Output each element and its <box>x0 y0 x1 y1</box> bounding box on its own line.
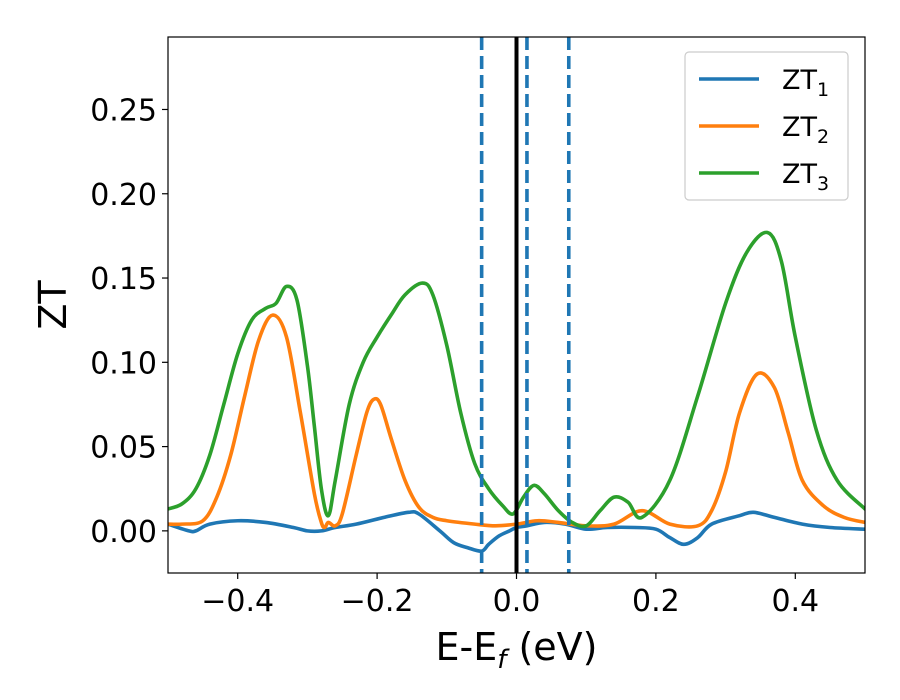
ticks-group: −0.4 −0.2 0.0 0.2 0.4 0.00 0.05 0.10 0.15 0.20 0.2… <box>90 93 819 619</box>
y-axis-label: ZT <box>31 280 75 330</box>
legend-box <box>684 51 849 201</box>
y-tick-label: 0.10 <box>90 346 157 381</box>
legend-label-main: ZT <box>782 65 817 96</box>
y-tick-label: 0.15 <box>90 262 157 297</box>
x-tick-label: −0.2 <box>341 584 414 619</box>
legend-label-subscript: 3 <box>817 173 829 195</box>
legend-label-zt1: ZT1 <box>782 65 829 101</box>
x-tick-label: −0.4 <box>201 584 274 619</box>
legend-label-zt3: ZT3 <box>782 159 829 195</box>
y-tick-label: 0.00 <box>90 515 157 550</box>
legend-label-main: ZT <box>782 159 817 190</box>
x-axis-label-unit: (eV) <box>506 625 597 669</box>
y-tick-label: 0.05 <box>90 431 157 466</box>
axis-titles-group: ZT E-Ef (eV) <box>31 280 598 675</box>
series-line-zt3 <box>168 230 865 529</box>
legend-label-main: ZT <box>782 112 817 143</box>
legend-label-subscript: 2 <box>817 126 829 148</box>
x-axis-label: E-Ef (eV) <box>436 625 598 675</box>
x-tick-label: 0.0 <box>493 584 541 619</box>
series-line-zt1 <box>168 509 865 553</box>
legend-label-subscript: 1 <box>817 79 829 101</box>
x-axis-label-main: E-E <box>436 625 498 669</box>
series-line-zt2 <box>168 313 865 530</box>
legend-label-zt2: ZT2 <box>782 112 829 148</box>
y-tick-label: 0.25 <box>90 93 157 128</box>
x-tick-label: 0.4 <box>771 584 819 619</box>
y-tick-label: 0.20 <box>90 178 157 213</box>
plot-lines-group <box>168 37 865 573</box>
x-tick-label: 0.2 <box>632 584 680 619</box>
